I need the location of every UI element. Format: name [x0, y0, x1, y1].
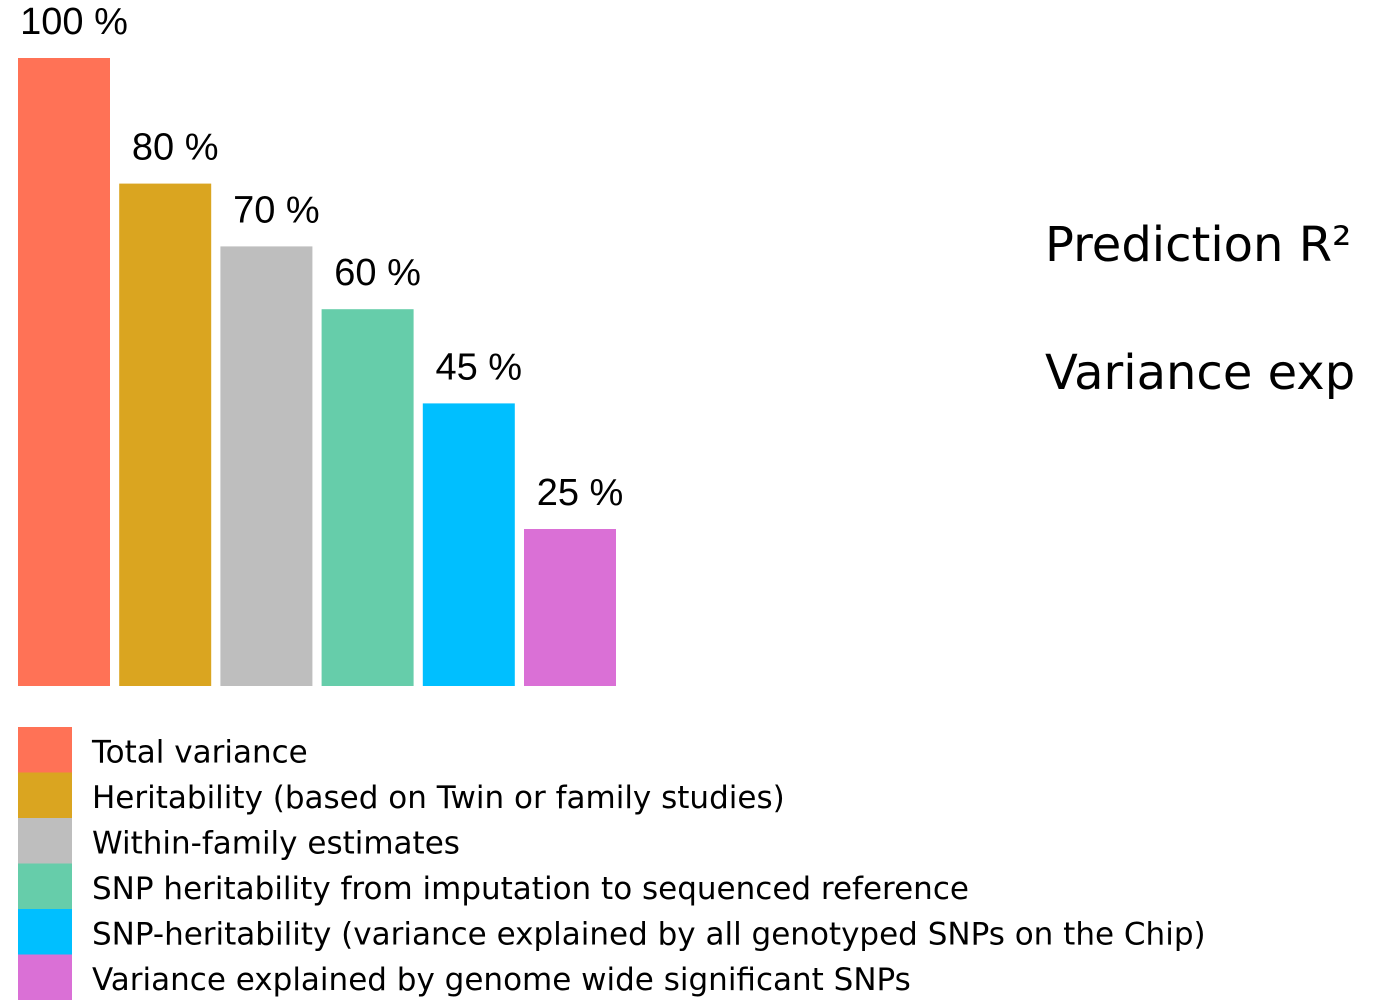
legend-label: SNP-heritability (variance explained by … [92, 917, 1206, 953]
bar [524, 529, 616, 686]
value-label: 60 % [334, 252, 421, 294]
legend-label: Within-family estimates [92, 826, 460, 862]
legend-swatch [18, 818, 72, 864]
legend-label: SNP heritability from imputation to sequ… [92, 871, 969, 907]
legend-label: Variance explained by genome wide signif… [92, 962, 911, 998]
legend-label: Total variance [91, 735, 308, 771]
bar [220, 246, 313, 686]
legend-swatch [18, 863, 72, 909]
bar [321, 309, 414, 686]
value-label: 80 % [132, 127, 219, 169]
annotation: Prediction R² [1045, 217, 1351, 273]
value-label: 70 % [233, 189, 320, 231]
value-label: 100 % [20, 1, 128, 43]
bar [422, 403, 515, 686]
bar [119, 183, 212, 686]
value-label: 25 % [537, 472, 624, 514]
legend-swatch [18, 909, 72, 955]
legend-swatch [18, 954, 72, 1000]
value-label: 45 % [435, 346, 522, 388]
legend-label: Heritability (based on Twin or family st… [92, 780, 785, 816]
bar [18, 58, 110, 686]
legend-swatch [18, 727, 72, 773]
legend-swatch [18, 772, 72, 818]
annotation: Variance exp [1045, 345, 1355, 401]
